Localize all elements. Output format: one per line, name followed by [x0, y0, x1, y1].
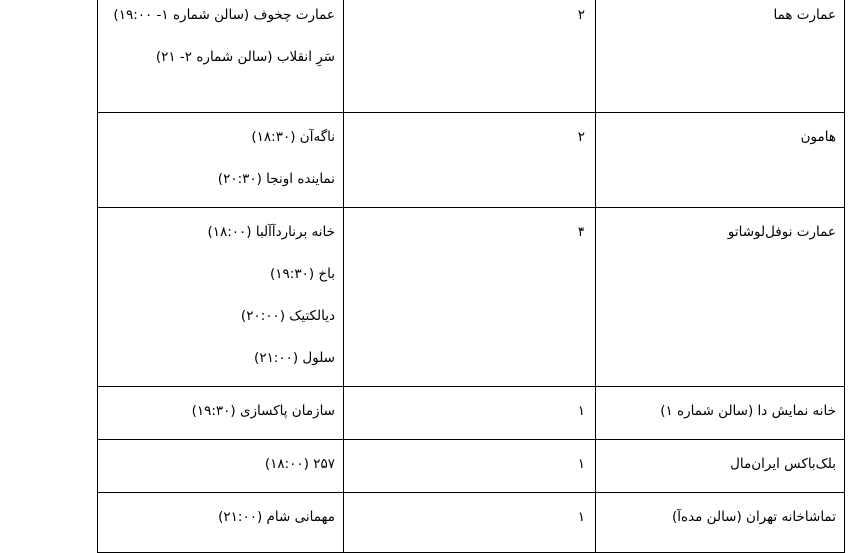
shows-cell: عمارت چخوف (سالن شماره ۱- ۱۹:۰۰) سَرِ انق…: [97, 0, 344, 113]
venue-cell: خانه نمایش دا (سالن شماره ۱): [595, 386, 845, 440]
count-cell: ۱: [343, 439, 596, 493]
show-item: نماینده اونجا (۲۰:۳۰): [217, 171, 335, 187]
venue-cell: هامون: [595, 112, 845, 208]
venue-cell: بلک‌باکس ایران‌مال: [595, 439, 845, 493]
shows-cell: ناگه‌آن (۱۸:۳۰) نماینده اونجا (۲۰:۳۰): [97, 112, 344, 208]
count-cell: ۴: [343, 207, 596, 387]
show-item: سلول (۲۱:۰۰): [254, 350, 335, 366]
show-count: ۲: [577, 129, 585, 145]
table-row: عمارت هما ۲ عمارت چخوف (سالن شماره ۱- ۱۹:۰…: [97, 0, 845, 113]
venues-table: عمارت هما ۲ عمارت چخوف (سالن شماره ۱- ۱۹:۰…: [97, 0, 845, 553]
count-cell: ۲: [343, 0, 596, 113]
venue-cell: عمارت هما: [595, 0, 845, 113]
show-count: ۱: [577, 403, 585, 419]
count-cell: ۲: [343, 112, 596, 208]
venue-cell: تماشاخانه تهران (سالن مده‌آ): [595, 492, 845, 553]
table-row: هامون ۲ ناگه‌آن (۱۸:۳۰) نماینده اونجا (۲۰:۳…: [97, 112, 845, 208]
shows-cell: سازمان پاکسازی (۱۹:۳۰): [97, 386, 344, 440]
venue-name: خانه نمایش دا (سالن شماره ۱): [660, 403, 836, 419]
table-body: عمارت هما ۲ عمارت چخوف (سالن شماره ۱- ۱۹:۰…: [97, 0, 845, 553]
show-item: مهمانی شام (۲۱:۰۰): [218, 509, 335, 525]
show-item: سَرِ انقلاب (سالن شماره ۲- ۲۱): [155, 49, 335, 65]
venue-cell: عمارت نوفل‌لوشاتو: [595, 207, 845, 387]
table-row: تماشاخانه تهران (سالن مده‌آ) ۱ مهمانی شام …: [97, 492, 845, 553]
table-row: عمارت نوفل‌لوشاتو ۴ خانه برناردآآلبا (۱۸:۰…: [97, 207, 845, 387]
show-item: عمارت چخوف (سالن شماره ۱- ۱۹:۰۰): [113, 7, 335, 23]
venue-name: هامون: [800, 129, 836, 145]
shows-cell: ۲۵۷ (۱۸:۰۰): [97, 439, 344, 493]
show-count: ۱: [577, 456, 585, 472]
count-cell: ۱: [343, 492, 596, 553]
show-item: سازمان پاکسازی (۱۹:۳۰): [191, 403, 335, 419]
show-item: ۲۵۷ (۱۸:۰۰): [264, 456, 335, 472]
show-count: ۲: [577, 7, 585, 23]
table-row: بلک‌باکس ایران‌مال ۱ ۲۵۷ (۱۸:۰۰): [97, 439, 845, 493]
show-item: خانه برناردآآلبا (۱۸:۰۰): [207, 224, 335, 240]
table-row: خانه نمایش دا (سالن شماره ۱) ۱ سازمان پاکس…: [97, 386, 845, 440]
show-item: باخ (۱۹:۳۰): [270, 266, 335, 282]
venue-name: عمارت نوفل‌لوشاتو: [727, 224, 836, 240]
shows-cell: خانه برناردآآلبا (۱۸:۰۰) باخ (۱۹:۳۰) دیالک…: [97, 207, 344, 387]
show-count: ۱: [577, 509, 585, 525]
count-cell: ۱: [343, 386, 596, 440]
venue-name: تماشاخانه تهران (سالن مده‌آ): [671, 509, 836, 525]
venue-name: بلک‌باکس ایران‌مال: [730, 456, 836, 472]
show-item: ناگه‌آن (۱۸:۳۰): [251, 129, 335, 145]
show-count: ۴: [577, 224, 585, 240]
shows-cell: مهمانی شام (۲۱:۰۰): [97, 492, 344, 553]
show-item: دیالکتیک (۲۰:۰۰): [240, 308, 335, 324]
venue-name: عمارت هما: [773, 7, 836, 23]
